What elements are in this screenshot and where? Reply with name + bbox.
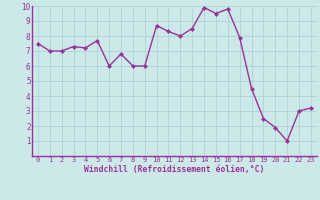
X-axis label: Windchill (Refroidissement éolien,°C): Windchill (Refroidissement éolien,°C) — [84, 165, 265, 174]
